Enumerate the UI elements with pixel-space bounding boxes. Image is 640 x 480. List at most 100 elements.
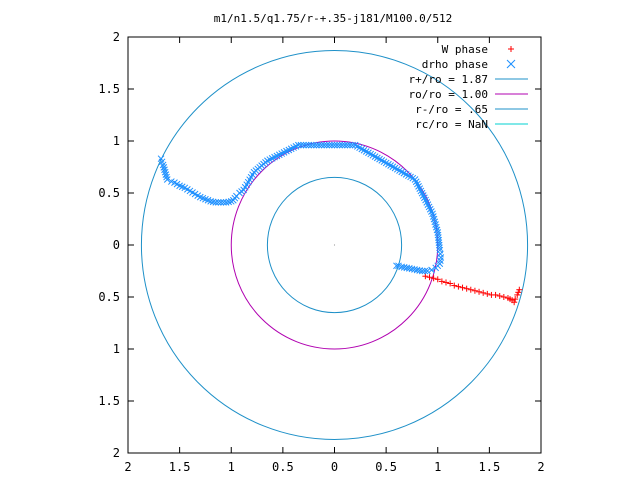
y-tick-label: 1.5 [98, 394, 120, 408]
y-tick-label: 1.5 [98, 82, 120, 96]
drho-phase-point [163, 176, 171, 183]
w-phase-point [500, 294, 507, 300]
w-phase-point [443, 279, 450, 286]
legend-marker [506, 59, 516, 69]
w-phase-point [422, 273, 429, 280]
drho-phase-point [295, 141, 302, 149]
drho-phase-point [395, 262, 402, 270]
drho-phase-point [418, 267, 426, 275]
drho-phase-point [428, 266, 435, 274]
drho-phase-point [403, 264, 411, 272]
x-tick-label: 0.5 [375, 460, 397, 474]
drho-phase-point [318, 141, 325, 149]
drho-phase-point [300, 141, 307, 149]
legend-label: ro/ro = 1.00 [409, 88, 488, 101]
drho-phase-point [338, 141, 346, 149]
circle-series [140, 50, 529, 440]
drho-phase-point [214, 199, 222, 206]
y-tick-label: 1 [113, 342, 120, 356]
drho-phase-point [310, 141, 318, 149]
y-tick-label: 0.5 [98, 186, 120, 200]
drho-phase-point [159, 161, 167, 169]
drho-phase-point [408, 265, 416, 273]
w-phase-point [430, 275, 437, 282]
w-phase-point [471, 287, 478, 294]
circle-series [230, 140, 439, 350]
y-tick-label: 2 [113, 30, 120, 44]
w-phase-point [514, 291, 521, 298]
drho-phase-point [161, 166, 168, 174]
x-tick-label: 2 [537, 460, 544, 474]
axis-ticks [127, 36, 542, 454]
w-phase-point [515, 289, 522, 296]
w-phase-point [463, 285, 470, 292]
w-phase-point [476, 288, 483, 295]
reference-circles [140, 50, 529, 440]
drho-phase-point [432, 264, 440, 272]
w-phase-point [516, 286, 523, 293]
drho-phase-point [406, 265, 413, 272]
drho-phase-point [328, 141, 336, 149]
chart-title: m1/n1.5/q1.75/r-+.35-j181/M100.0/512 [214, 12, 452, 25]
drho-phase-point [305, 141, 313, 149]
w-phase-point [455, 283, 462, 290]
drho-phase-point [161, 168, 169, 176]
w-phase-point [496, 292, 503, 299]
drho-phase-point [416, 267, 424, 274]
drho-phase-point [217, 199, 225, 206]
drho-phase-point [207, 197, 214, 205]
y-tick-label: 2 [113, 446, 120, 460]
drho-phase-point [346, 141, 354, 149]
drho-phase-point [341, 141, 349, 149]
x-tick-label: 0.5 [272, 460, 294, 474]
w-phase-point [467, 286, 474, 293]
drho-phase-point [297, 141, 305, 149]
legend-label: rc/ro = NaN [415, 118, 488, 131]
drho-phase-point [320, 141, 328, 149]
w-phase-point [492, 291, 499, 298]
drho-phase-point [393, 262, 400, 270]
drho-phase-point [411, 266, 418, 273]
legend-label: r+/ro = 1.87 [409, 73, 488, 86]
w-phase-point [459, 284, 466, 291]
drho-phase-point [413, 266, 421, 274]
circle-series [266, 176, 403, 314]
drho-phase-point [323, 141, 331, 149]
drho-phase-point [313, 141, 320, 149]
w-phase-point [511, 299, 518, 306]
drho-phase-point [331, 141, 338, 149]
y-tick-label: 0 [113, 238, 120, 252]
w-phase-point [512, 296, 519, 303]
y-tick-label: 0.5 [98, 290, 120, 304]
w-phase-point [447, 280, 454, 287]
w-phase-point [434, 276, 441, 283]
w-phase-point [484, 290, 491, 297]
legend-label: W phase [442, 43, 488, 56]
w-phase-point [426, 274, 433, 281]
legend-label: r-/ro = .65 [415, 103, 488, 116]
drho-phase-point [315, 141, 323, 149]
y-tick-label: 1 [113, 134, 120, 148]
x-tick-label: 1 [434, 460, 441, 474]
drho-phase-point [225, 198, 233, 206]
drho-phase-point [302, 141, 310, 149]
drho-phase-point [349, 141, 356, 149]
x-tick-label: 0 [331, 460, 338, 474]
drho-phase-point [160, 163, 168, 171]
drho-phase-point [436, 244, 443, 252]
drho-phase-point [212, 199, 220, 206]
x-tick-label: 1.5 [479, 460, 501, 474]
x-tick-label: 1 [228, 460, 235, 474]
drho-phase-point [336, 141, 344, 149]
legend: W phase drho phase r+/ro = 1.87 ro/ro = 1.0… [409, 43, 528, 131]
drho-phase-point [325, 141, 333, 149]
center-point [333, 244, 336, 246]
legend-label: drho phase [422, 58, 488, 71]
drho-phase-point [400, 264, 408, 271]
w-phase-point [480, 289, 487, 296]
w-phase-point [451, 282, 458, 289]
drho-phase-point [333, 141, 341, 149]
drho-phase-point [344, 141, 351, 149]
drho-phase-point [424, 267, 431, 275]
